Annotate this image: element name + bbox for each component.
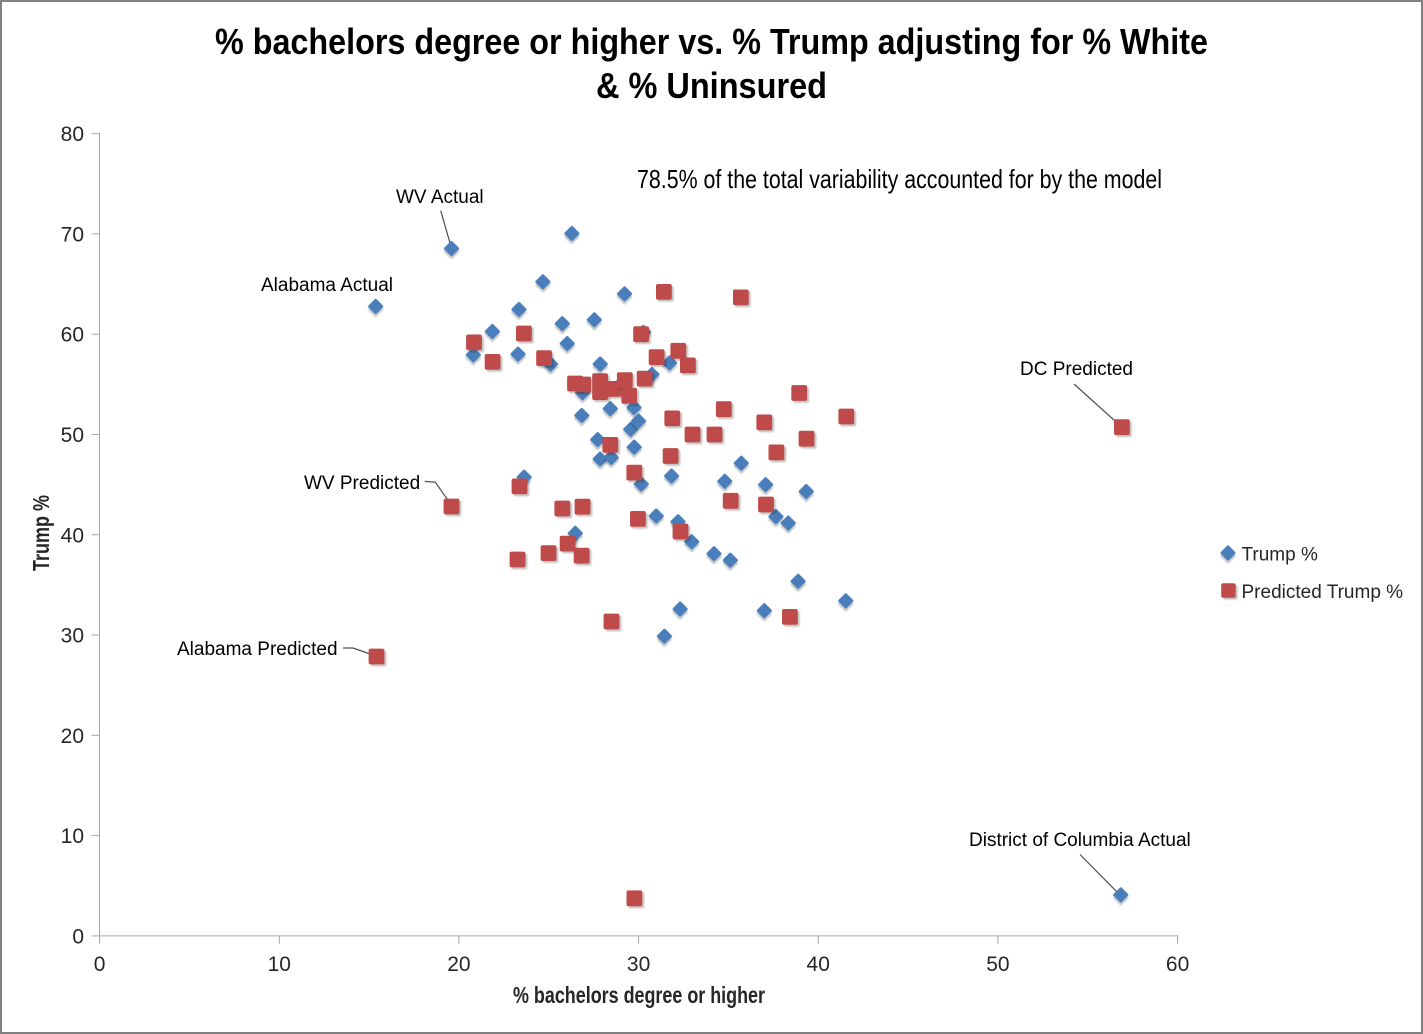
svg-text:40: 40 (807, 953, 830, 976)
svg-text:0: 0 (72, 925, 84, 948)
svg-text:0: 0 (94, 953, 106, 976)
svg-text:DC Predicted: DC Predicted (1020, 359, 1133, 380)
svg-text:WV Actual: WV Actual (396, 187, 484, 208)
svg-text:WV Predicted: WV Predicted (304, 473, 420, 494)
svg-text:20: 20 (447, 953, 470, 976)
svg-text:& % Uninsured: & % Uninsured (596, 65, 827, 106)
svg-text:40: 40 (61, 524, 84, 547)
svg-text:Alabama Actual: Alabama Actual (261, 275, 393, 296)
svg-text:% bachelors degree or higher: % bachelors degree or higher (513, 982, 765, 1008)
svg-text:% bachelors degree or higher v: % bachelors degree or higher vs. % Trump… (215, 21, 1208, 62)
svg-text:20: 20 (61, 725, 84, 748)
svg-text:Trump %: Trump % (1242, 545, 1318, 566)
svg-text:Trump %: Trump % (28, 495, 54, 571)
svg-text:30: 30 (61, 625, 84, 648)
svg-text:60: 60 (1166, 953, 1189, 976)
svg-text:10: 10 (268, 953, 291, 976)
svg-text:District of Columbia Actual: District of Columbia Actual (969, 830, 1191, 851)
svg-text:78.5% of the total variability: 78.5% of the total variability accounted… (637, 164, 1162, 194)
svg-text:Predicted Trump %: Predicted Trump % (1242, 582, 1404, 603)
svg-text:50: 50 (61, 424, 84, 447)
svg-text:70: 70 (61, 223, 84, 246)
svg-text:60: 60 (61, 324, 84, 347)
svg-text:50: 50 (986, 953, 1009, 976)
svg-text:10: 10 (61, 825, 84, 848)
svg-text:80: 80 (61, 123, 84, 146)
svg-text:Alabama Predicted: Alabama Predicted (177, 639, 338, 660)
svg-text:30: 30 (627, 953, 650, 976)
